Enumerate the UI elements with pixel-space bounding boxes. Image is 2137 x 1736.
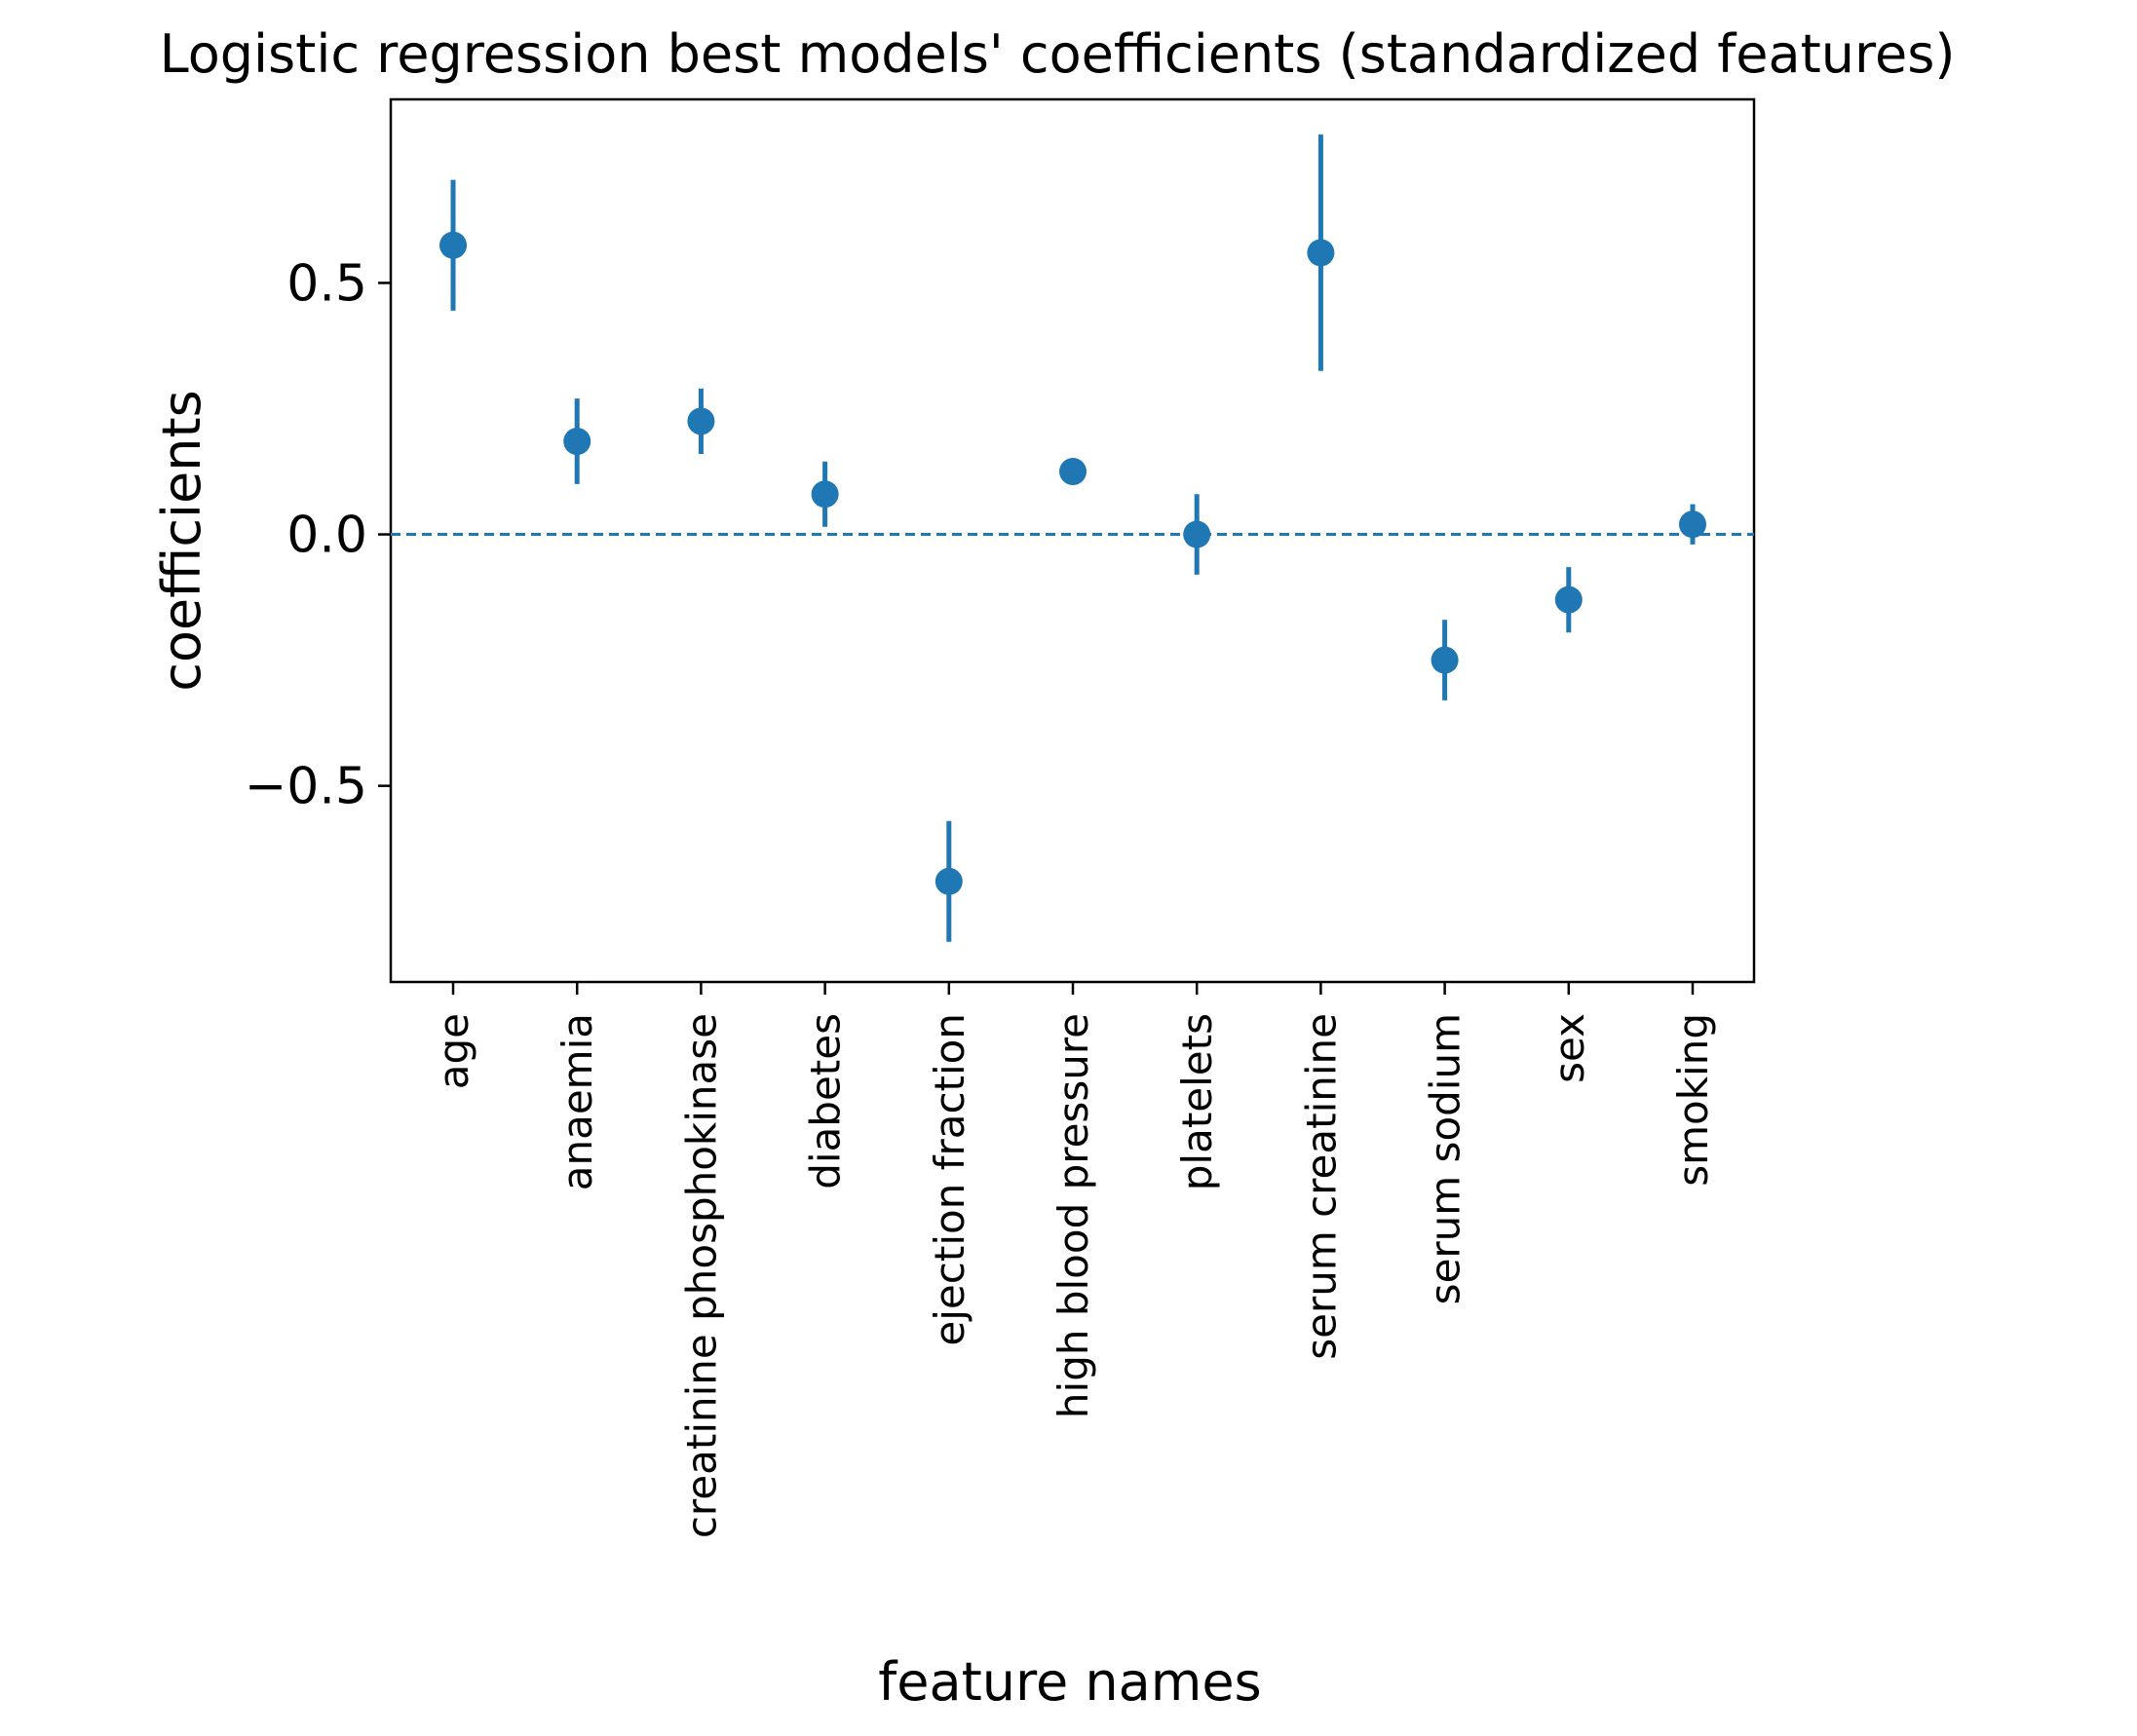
x-tick-label: high blood pressure bbox=[1049, 1013, 1097, 1418]
data-point bbox=[563, 428, 591, 456]
x-tick-label: platelets bbox=[1173, 1013, 1221, 1190]
x-tick-label: ejection fraction bbox=[926, 1013, 973, 1346]
x-axis-ticks: age anaemia creatinine phosphokinase diabet… bbox=[430, 982, 1717, 1538]
data-point bbox=[1183, 520, 1211, 548]
data-point bbox=[811, 480, 839, 509]
y-axis-ticks: −0.5 0.0 0.5 bbox=[245, 254, 391, 816]
y-tick-label: 0.0 bbox=[286, 507, 367, 565]
data-point bbox=[439, 231, 467, 259]
x-tick-label: serum sodium bbox=[1422, 1013, 1469, 1304]
y-axis-label: coefficients bbox=[151, 390, 212, 692]
data-point bbox=[1554, 585, 1583, 614]
x-axis-label: feature names bbox=[878, 1651, 1261, 1713]
axes-frame bbox=[389, 97, 1756, 984]
chart-title: Logistic regression best models' coeffic… bbox=[160, 23, 1956, 85]
x-tick-label: smoking bbox=[1669, 1013, 1717, 1187]
data-point bbox=[1431, 646, 1459, 674]
y-tick-label: −0.5 bbox=[245, 758, 367, 816]
x-tick-label: creatinine phosphokinase bbox=[677, 1013, 725, 1538]
data-point bbox=[1679, 510, 1706, 539]
x-tick-label: serum creatinine bbox=[1297, 1013, 1345, 1360]
data-point bbox=[1059, 458, 1087, 486]
x-tick-label: age bbox=[430, 1013, 477, 1089]
y-tick-label: 0.5 bbox=[286, 254, 367, 313]
data-point bbox=[935, 867, 963, 895]
data-point bbox=[687, 407, 715, 435]
data-marks bbox=[439, 134, 1706, 942]
x-tick-label: anaemia bbox=[553, 1013, 601, 1190]
data-point bbox=[1307, 239, 1335, 267]
x-tick-label: diabetes bbox=[802, 1013, 850, 1189]
plot-area bbox=[389, 97, 1756, 984]
x-tick-label: sex bbox=[1546, 1013, 1593, 1083]
